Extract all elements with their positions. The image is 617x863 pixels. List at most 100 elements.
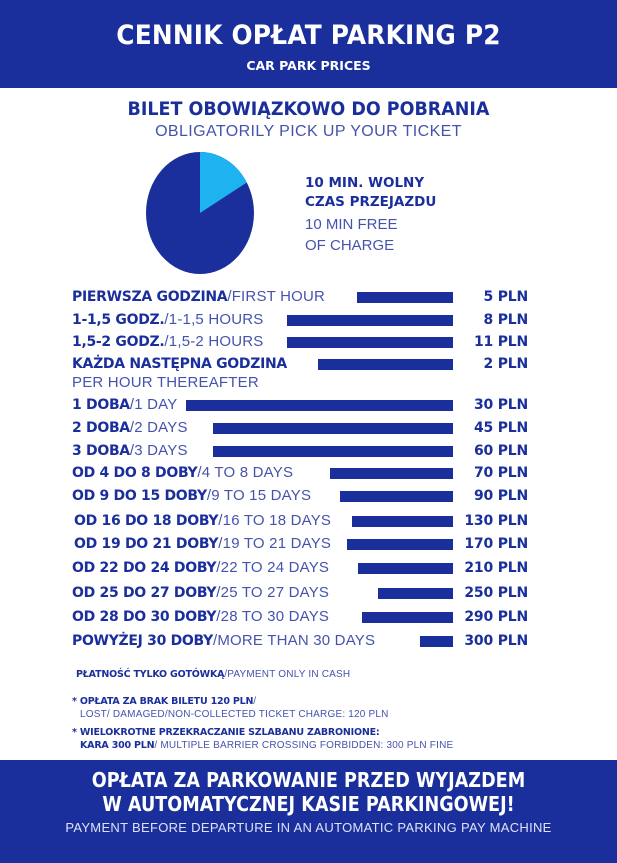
price-bar bbox=[378, 588, 453, 599]
price-row: KAŻDA NASTĘPNA GODZINA 2 PLN PER HOUR TH… bbox=[0, 354, 617, 391]
barrier-fine-pl: KARA 300 PLN bbox=[80, 740, 155, 751]
cash-note-pl: PŁATNOŚĆ TYLKO GOTÓWKĄ bbox=[76, 669, 225, 680]
pie-slice-free bbox=[200, 152, 247, 213]
price-row: 3 DOBA/3 DAYS 60 PLN bbox=[0, 441, 617, 461]
price-label: 1 DOBA/1 DAY bbox=[72, 395, 177, 415]
price-label-en: /MORE THAN 30 DAYS bbox=[212, 632, 376, 649]
price-row: PIERWSZA GODZINA/FIRST HOUR 5 PLN bbox=[0, 287, 617, 307]
price-label-en: /4 TO 8 DAYS bbox=[197, 464, 294, 481]
price-label: 1,5-2 GODZ./1,5-2 HOURS bbox=[72, 332, 264, 352]
price-value: 60 PLN bbox=[473, 443, 528, 459]
price-bar bbox=[362, 612, 453, 623]
price-label-pl: POWYŻEJ 30 DOBY bbox=[72, 633, 213, 649]
price-value: 8 PLN bbox=[483, 312, 528, 328]
price-label-pl: OD 4 DO 8 DOBY bbox=[72, 465, 198, 481]
price-label-en: /19 TO 21 DAYS bbox=[218, 535, 332, 552]
lost-ticket-note: * OPŁATA ZA BRAK BILETU 120 PLN/ bbox=[72, 696, 256, 707]
price-value: 290 PLN bbox=[464, 609, 528, 625]
price-value: 210 PLN bbox=[464, 560, 528, 576]
price-bar bbox=[340, 491, 453, 502]
price-label: 3 DOBA/3 DAYS bbox=[72, 441, 188, 461]
price-label-en: /FIRST HOUR bbox=[227, 288, 326, 305]
free-time-info: 10 MIN. WOLNY CZAS PRZEJAZDU 10 MIN FREE… bbox=[305, 174, 436, 254]
price-value: 300 PLN bbox=[464, 633, 528, 649]
ticket-notice-en: OBLIGATORILY PICK UP YOUR TICKET bbox=[155, 123, 462, 140]
ticket-notice: BILET OBOWIĄZKOWO DO POBRANIA OBLIGATORI… bbox=[0, 98, 617, 141]
page-subtitle: CAR PARK PRICES bbox=[246, 58, 371, 73]
price-label-pl: OD 28 DO 30 DOBY bbox=[72, 609, 217, 625]
price-label-pl: 2 DOBA bbox=[72, 420, 130, 436]
price-label-en: /25 TO 27 DAYS bbox=[216, 584, 330, 601]
free-time-pie-chart bbox=[146, 152, 254, 274]
price-value: 170 PLN bbox=[464, 536, 528, 552]
price-row: OD 25 DO 27 DOBY/25 TO 27 DAYS 250 PLN bbox=[0, 583, 617, 603]
price-label-pl: OD 22 DO 24 DOBY bbox=[72, 560, 217, 576]
price-value: 130 PLN bbox=[464, 513, 528, 529]
barrier-note-pl: * WIELOKROTNE PRZEKRACZANIE SZLABANU ZAB… bbox=[72, 727, 380, 738]
price-label: OD 19 DO 21 DOBY/19 TO 21 DAYS bbox=[74, 534, 331, 554]
price-value: 90 PLN bbox=[473, 488, 528, 504]
price-row: OD 22 DO 24 DOBY/22 TO 24 DAYS 210 PLN bbox=[0, 558, 617, 578]
price-label-en: /3 DAYS bbox=[129, 442, 188, 459]
price-label-en: /9 TO 15 DAYS bbox=[206, 487, 312, 504]
price-label: 2 DOBA/2 DAYS bbox=[72, 418, 188, 438]
price-row: 1,5-2 GODZ./1,5-2 HOURS 11 PLN bbox=[0, 332, 617, 352]
header-banner: CENNIK OPŁAT PARKING P2 CAR PARK PRICES bbox=[0, 0, 617, 88]
price-row: OD 28 DO 30 DOBY/28 TO 30 DAYS 290 PLN bbox=[0, 607, 617, 627]
price-row: OD 19 DO 21 DOBY/19 TO 21 DAYS 170 PLN bbox=[0, 534, 617, 554]
price-bar bbox=[358, 563, 453, 574]
price-value: 11 PLN bbox=[473, 334, 528, 350]
price-label-pl: OD 16 DO 18 DOBY bbox=[74, 513, 219, 529]
barrier-fine-note: KARA 300 PLN/ MULTIPLE BARRIER CROSSING … bbox=[80, 740, 453, 751]
price-label-en: /28 TO 30 DAYS bbox=[216, 608, 330, 625]
price-value: 2 PLN bbox=[483, 356, 528, 372]
price-label-en: /16 TO 18 DAYS bbox=[218, 512, 332, 529]
ticket-notice-pl: BILET OBOWIĄZKOWO DO POBRANIA bbox=[127, 98, 490, 120]
price-bar bbox=[330, 468, 453, 479]
barrier-fine-en: / MULTIPLE BARRIER CROSSING FORBIDDEN: 3… bbox=[154, 740, 454, 751]
footer-line3: PAYMENT BEFORE DEPARTURE IN AN AUTOMATIC… bbox=[65, 820, 552, 835]
price-label: POWYŻEJ 30 DOBY/MORE THAN 30 DAYS bbox=[72, 631, 375, 651]
price-label-pl: 3 DOBA bbox=[72, 443, 130, 459]
price-row: OD 4 DO 8 DOBY/4 TO 8 DAYS 70 PLN bbox=[0, 463, 617, 483]
free-time-en-line1: 10 MIN FREE bbox=[305, 216, 398, 233]
price-label-pl: 1 DOBA bbox=[72, 397, 130, 413]
price-label: OD 16 DO 18 DOBY/16 TO 18 DAYS bbox=[74, 511, 331, 531]
price-label: PIERWSZA GODZINA/FIRST HOUR bbox=[72, 287, 325, 307]
lost-ticket-pl: * OPŁATA ZA BRAK BILETU 120 PLN bbox=[72, 696, 254, 707]
price-label-en: /1 DAY bbox=[129, 396, 178, 413]
price-label: OD 25 DO 27 DOBY/25 TO 27 DAYS bbox=[72, 583, 329, 603]
footer-line1: OPŁATA ZA PARKOWANIE PRZED WYJAZDEM bbox=[91, 768, 526, 792]
footer-line2: W AUTOMATYCZNEJ KASIE PARKINGOWEJ! bbox=[102, 792, 515, 816]
price-row: OD 16 DO 18 DOBY/16 TO 18 DAYS 130 PLN bbox=[0, 511, 617, 531]
price-label: OD 22 DO 24 DOBY/22 TO 24 DAYS bbox=[72, 558, 329, 578]
price-label: OD 28 DO 30 DOBY/28 TO 30 DAYS bbox=[72, 607, 329, 627]
price-bar bbox=[420, 636, 453, 647]
price-label-en: /2 DAYS bbox=[129, 419, 188, 436]
price-row: POWYŻEJ 30 DOBY/MORE THAN 30 DAYS 300 PL… bbox=[0, 631, 617, 651]
price-label-pl: PIERWSZA GODZINA bbox=[72, 289, 228, 305]
price-bar bbox=[287, 315, 453, 326]
price-bar bbox=[213, 446, 453, 457]
price-row: 1-1,5 GODZ./1-1,5 HOURS 8 PLN bbox=[0, 310, 617, 330]
price-value: 45 PLN bbox=[473, 420, 528, 436]
price-value: 30 PLN bbox=[473, 397, 528, 413]
price-label-en: /1,5-2 HOURS bbox=[164, 333, 264, 350]
price-bar bbox=[347, 539, 453, 550]
cash-note: PŁATNOŚĆ TYLKO GOTÓWKĄ/PAYMENT ONLY IN C… bbox=[76, 669, 350, 680]
lost-ticket-note-en: LOST/ DAMAGED/NON-COLLECTED TICKET CHARG… bbox=[80, 709, 389, 720]
price-label: OD 4 DO 8 DOBY/4 TO 8 DAYS bbox=[72, 463, 293, 483]
price-label: 1-1,5 GODZ./1-1,5 HOURS bbox=[72, 310, 264, 330]
price-row: OD 9 DO 15 DOBY/9 TO 15 DAYS 90 PLN bbox=[0, 486, 617, 506]
price-row: 2 DOBA/2 DAYS 45 PLN bbox=[0, 418, 617, 438]
price-label-pl: OD 9 DO 15 DOBY bbox=[72, 488, 207, 504]
price-label-pl: KAŻDA NASTĘPNA GODZINA bbox=[72, 356, 287, 372]
cash-note-en: /PAYMENT ONLY IN CASH bbox=[224, 669, 351, 680]
price-label-en: /22 TO 24 DAYS bbox=[216, 559, 330, 576]
price-label-en: /1-1,5 HOURS bbox=[164, 311, 264, 328]
price-bar bbox=[352, 516, 453, 527]
barrier-note: * WIELOKROTNE PRZEKRACZANIE SZLABANU ZAB… bbox=[72, 727, 380, 738]
price-label: OD 9 DO 15 DOBY/9 TO 15 DAYS bbox=[72, 486, 311, 506]
price-bar bbox=[357, 292, 453, 303]
footer-banner: OPŁATA ZA PARKOWANIE PRZED WYJAZDEM W AU… bbox=[0, 760, 617, 863]
